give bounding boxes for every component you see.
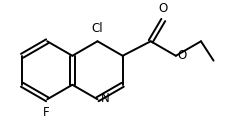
Text: O: O	[159, 2, 168, 15]
Text: O: O	[178, 49, 187, 62]
Text: F: F	[43, 106, 50, 119]
Text: N: N	[100, 92, 109, 105]
Text: Cl: Cl	[92, 22, 103, 35]
